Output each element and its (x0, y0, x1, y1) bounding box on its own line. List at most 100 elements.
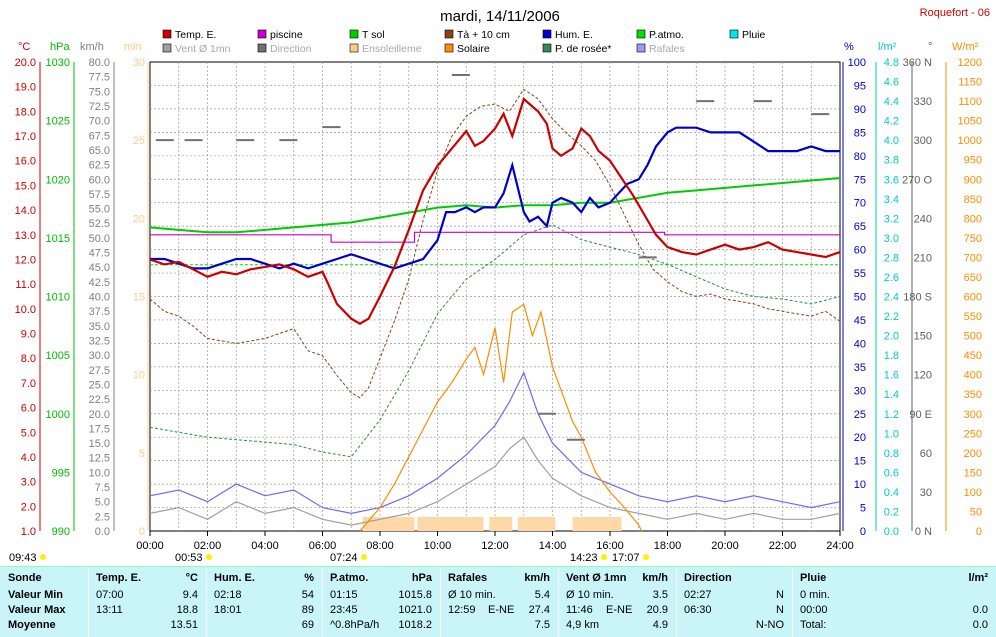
wm2-tick-label: 900 (964, 174, 982, 186)
stats-cell-label: Valeur Max (8, 604, 66, 616)
series-line-hum-e (150, 126, 840, 270)
kmh-tick-label: 80.0 (89, 57, 110, 69)
stats-cell-direction: E-NE (488, 604, 515, 616)
pct-tick-label: 20 (854, 432, 866, 444)
temp-tick-label: 20.0 (15, 57, 36, 69)
wm2-tick-label: 850 (964, 194, 982, 206)
lm2-tick-label: 2.0 (884, 331, 899, 343)
wm2-tick-label: 350 (964, 389, 982, 401)
series-line-piscine (150, 231, 840, 243)
min-axis-title: min (124, 41, 142, 53)
lm2-tick-label: 2.4 (884, 292, 899, 304)
stats-cell-value: 0.0 (972, 604, 988, 616)
min-tick-label: 5 (139, 448, 145, 460)
time-tick-label: 20:00 (711, 540, 739, 552)
stats-cell-label: 07:00 (96, 589, 124, 601)
lm2-tick-label: 4.2 (884, 116, 899, 128)
stats-divider (440, 567, 441, 637)
series-line-p-de-ros-e (149, 224, 841, 458)
kmh-tick-label: 50.0 (89, 233, 110, 245)
wm2-tick-label: 450 (964, 350, 982, 362)
lm2-tick-label: 0.4 (884, 487, 899, 499)
stats-header: Hum. E. (214, 572, 255, 584)
lm2-tick-label: 0.0 (884, 526, 899, 538)
stats-cell-label: 13:11 (96, 604, 123, 616)
wm2-tick-label: 300 (964, 409, 982, 421)
ensoleillement-block (572, 517, 622, 531)
stats-header: P.atmo. (330, 572, 369, 584)
stats-column: P.atmo. hPa 01:15 1015.8 23:45 1021.0 ^0.8hPa/… (322, 567, 440, 637)
wm2-tick-label: 950 (964, 155, 982, 167)
stats-header: Pluie (800, 572, 827, 584)
time-tick-label: 00:00 (136, 540, 164, 552)
kmh-tick-label: 67.5 (89, 130, 110, 142)
sun-marker-label: 14:23 (570, 552, 598, 564)
hpa-tick-label: 1020 (46, 174, 70, 186)
stats-column: Vent Ø 1mn km/h Ø 10 min. 3.5 11:46 E-NE 20.9 4… (558, 567, 676, 637)
pct-tick-label: 85 (854, 127, 866, 139)
stats-cell-value: 89 (301, 604, 314, 616)
chart-axes: 1.0 2.0 3.0 4.0 5.0 6.0 7.0 8.0 9.0 10.0 11.0 12.0 1… (15, 57, 982, 538)
wm2-tick-label: 1200 (958, 57, 982, 69)
kmh-tick-label: 0.0 (95, 526, 110, 538)
stats-cell-label: 00:00 (800, 604, 828, 616)
wm2-tick-label: 250 (964, 428, 982, 440)
wm2-tick-label: 500 (964, 331, 982, 343)
lm2-tick-label: 2.6 (884, 272, 899, 284)
time-tick-label: 08:00 (366, 540, 394, 552)
pct-tick-label: 75 (854, 174, 866, 186)
chart-title: mardi, 14/11/2006 (440, 8, 560, 25)
pct-tick-label: 45 (854, 315, 866, 327)
kmh-tick-label: 5.0 (95, 497, 110, 509)
ensoleillement-block (489, 517, 513, 531)
wm2-tick-label: 400 (964, 370, 982, 382)
legend-label: Temp. E. (175, 29, 216, 41)
stats-column: Rafales km/h Ø 10 min. 5.4 12:59 E-NE 27.4 7.5 (440, 567, 558, 637)
kmh-tick-label: 72.5 (89, 101, 110, 113)
kmh-tick-label: 55.0 (89, 204, 110, 216)
stats-cell-value: 1021.0 (398, 604, 432, 616)
stats-cell-value: 13.51 (170, 619, 198, 631)
stats-column: Pluie l/m² 0 min. 00:00 0.0 Total: 0.0 (792, 567, 996, 637)
legend-label: Pluie (742, 29, 766, 41)
kmh-tick-label: 52.5 (89, 218, 110, 230)
temp-tick-label: 7.0 (21, 378, 36, 390)
kmh-tick-label: 32.5 (89, 335, 110, 347)
chart-legend: Temp. E. piscine T sol Tà + 10 cm Hum. E. P.a… (162, 29, 766, 55)
stats-cell-label: 06:30 (684, 604, 712, 616)
kmh-tick-label: 35.0 (89, 321, 110, 333)
stats-cell-label: Ø 10 min. (448, 589, 496, 601)
deg-tick-label: 0 N (915, 526, 932, 538)
stats-unit: km/h (524, 572, 550, 584)
wm2-tick-label: 700 (964, 252, 982, 264)
time-axis: 00:00 02:00 04:00 06:00 08:00 10:00 12:00 14:00… (136, 531, 854, 552)
legend-label: P.atmo. (649, 29, 684, 41)
stats-header: Sonde (8, 572, 42, 584)
stats-divider (322, 567, 323, 637)
legend-label: Hum. E. (555, 29, 593, 41)
temp-tick-label: 6.0 (21, 403, 36, 415)
time-tick-label: 18:00 (654, 540, 682, 552)
pct-tick-label: 60 (854, 245, 866, 257)
deg-tick-label: 120 (914, 370, 932, 382)
legend-swatch (162, 29, 172, 39)
kmh-tick-label: 45.0 (89, 262, 110, 274)
legend-swatch (444, 29, 454, 39)
temp-tick-label: 8.0 (21, 353, 36, 365)
kmh-tick-label: 15.0 (89, 438, 110, 450)
pct-axis-title: % (844, 41, 854, 53)
pct-tick-label: 25 (854, 409, 866, 421)
pct-tick-label: 35 (854, 362, 866, 374)
stats-cell-label: 02:18 (214, 589, 242, 601)
sun-marker-label: 00:53 (175, 552, 203, 564)
kmh-tick-label: 27.5 (89, 365, 110, 377)
stats-cell-value: 3.5 (652, 589, 668, 601)
temp-tick-label: 5.0 (21, 427, 36, 439)
stats-cell-label: Moyenne (8, 619, 56, 631)
ensoleillement-block (518, 517, 556, 531)
lm2-tick-label: 3.6 (884, 174, 899, 186)
stats-unit: % (304, 572, 314, 584)
temp-tick-label: 16.0 (15, 156, 36, 168)
pct-tick-label: 65 (854, 221, 866, 233)
deg-tick-label: 150 (914, 331, 932, 343)
